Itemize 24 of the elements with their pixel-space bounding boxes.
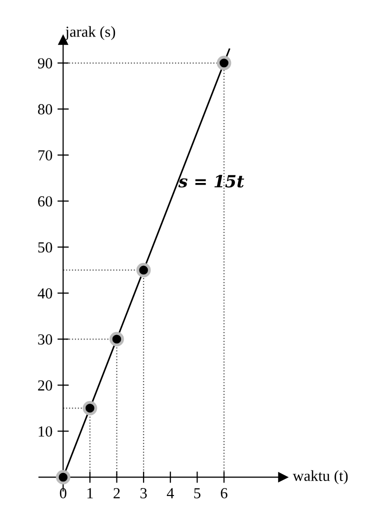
y-tick-label: 50 bbox=[38, 242, 52, 253]
point bbox=[56, 470, 70, 484]
y-tick-label: 40 bbox=[38, 288, 52, 299]
point bbox=[136, 262, 151, 278]
y-tick-label: 80 bbox=[38, 104, 52, 114]
y-tick-label: 30 bbox=[38, 334, 52, 345]
y-axis-title: jarak (s) bbox=[64, 26, 116, 40]
y-tick-label: 10 bbox=[38, 426, 52, 437]
x-tick-label: 0 bbox=[60, 488, 66, 498]
x-axis-title: waktu (t) bbox=[292, 470, 348, 484]
annotation: s = 15t bbox=[178, 174, 244, 188]
x-tick-label: 3 bbox=[140, 488, 147, 498]
y-tick-label: 20 bbox=[38, 380, 52, 391]
point bbox=[82, 400, 98, 416]
x-tick-label: 1 bbox=[87, 488, 93, 498]
point bbox=[216, 56, 232, 70]
x-tick-label: 5 bbox=[194, 488, 200, 498]
y-tick-label: 90 bbox=[38, 58, 52, 68]
y-tick-label: 60 bbox=[38, 196, 52, 207]
x-tick-label: 2 bbox=[114, 488, 120, 498]
x-tick-label: 4 bbox=[166, 488, 174, 498]
y-tick-label: 70 bbox=[38, 150, 52, 160]
x-tick-label: 6 bbox=[220, 488, 228, 498]
point bbox=[110, 332, 124, 346]
